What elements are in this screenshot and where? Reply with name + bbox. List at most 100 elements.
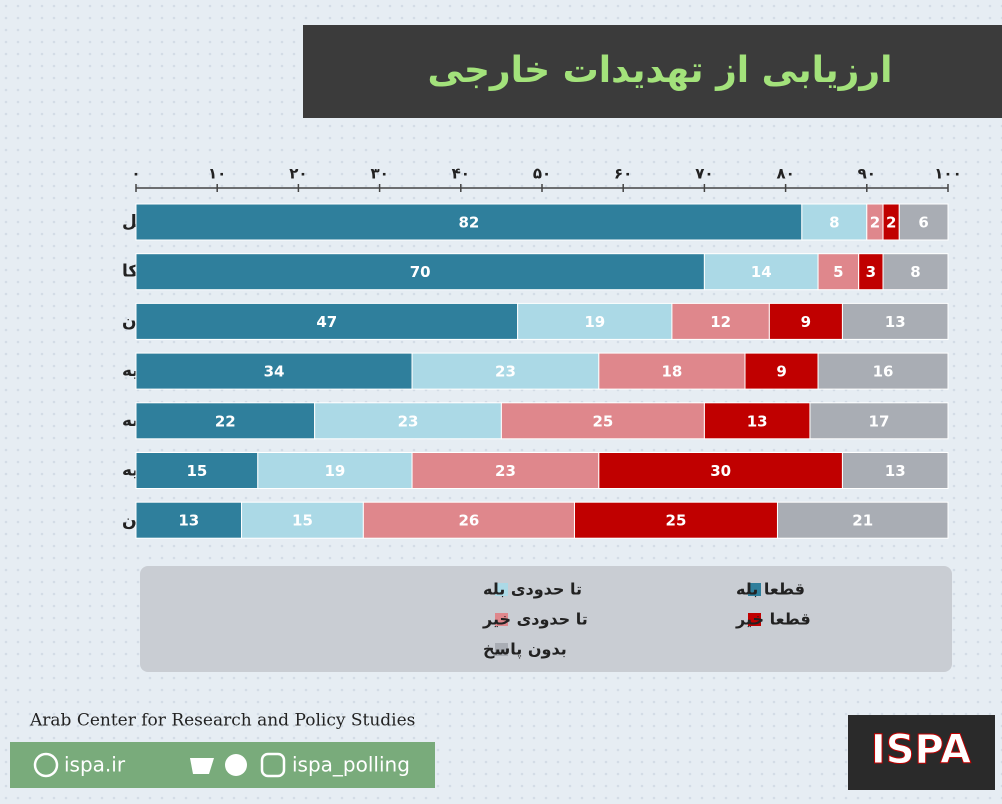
legend-swatch [495, 613, 508, 626]
value-label: 18 [661, 363, 682, 381]
chart-title: ارزیابی از تهدیدات خارجی [428, 50, 893, 91]
legend-swatch [748, 613, 761, 626]
bar-segment [841, 452, 949, 489]
bar-segment [898, 203, 949, 241]
bar-segment [135, 203, 803, 241]
x-tick-label: ۶۰ [614, 165, 632, 183]
value-label: 30 [710, 462, 731, 480]
legend-label: بدون پاسخ [483, 640, 567, 660]
globe-icon [33, 752, 59, 778]
bar-segment [768, 302, 843, 340]
value-label: 6 [918, 214, 928, 232]
value-label: 13 [885, 313, 906, 331]
bar-segment [776, 501, 949, 539]
bar-segment [703, 253, 819, 291]
bar-segment [135, 302, 519, 340]
website: ispa.ir [64, 753, 126, 777]
value-label: 15 [292, 512, 313, 530]
value-label: 14 [751, 263, 772, 281]
plot: ۰۱۰۲۰۳۰۴۰۵۰۶۰۷۰۸۰۹۰۱۰۰اسرائیل828226آمریک… [122, 165, 962, 660]
value-label: 25 [592, 412, 613, 430]
bar-segment [135, 253, 705, 291]
bar-segment [817, 352, 949, 390]
value-label: 16 [873, 363, 894, 381]
bar-segment [135, 452, 259, 489]
title-box [303, 25, 1002, 118]
bar-segment [135, 402, 316, 440]
x-tick-label: ۵۰ [533, 165, 551, 183]
value-label: 70 [410, 263, 431, 281]
value-label: 15 [186, 462, 207, 480]
bar-segment [411, 352, 600, 390]
x-tick-label: ۹۰ [858, 165, 876, 183]
legend-swatch [495, 583, 508, 596]
source: Arab Center for Research and Policy Stud… [29, 711, 415, 731]
bar-segment [703, 402, 811, 440]
value-label: 19 [584, 313, 605, 331]
value-label: 34 [264, 363, 285, 381]
value-label: 12 [710, 313, 731, 331]
x-tick-label: ۱۰۰ [934, 165, 961, 183]
footer-bar [10, 742, 435, 788]
value-label: 21 [852, 512, 873, 530]
value-label: 5 [833, 263, 843, 281]
x-tick-label: ۰ [131, 165, 140, 183]
legend-label: تا حدودی خیر [482, 610, 588, 629]
bar-segment [858, 253, 884, 291]
bar-segment [817, 253, 860, 291]
telegram-icon [225, 754, 247, 776]
bar-segment [573, 501, 778, 539]
bar-segment [671, 302, 770, 340]
x-tick-label: ۳۰ [370, 165, 388, 183]
x-tick-label: ۲۰ [289, 165, 307, 183]
twitter-icon [190, 758, 214, 774]
value-label: 2 [886, 214, 896, 232]
value-label: 26 [458, 512, 479, 530]
bar-segment [744, 352, 819, 390]
value-label: 9 [776, 363, 786, 381]
value-label: 19 [325, 462, 346, 480]
instagram-icon [260, 752, 286, 778]
bar-segment [598, 352, 746, 390]
legend-label: قطعا خیر [735, 610, 811, 629]
value-label: 22 [215, 412, 236, 430]
bar-segment [801, 203, 868, 241]
x-tick-label: ۴۰ [452, 165, 470, 183]
value-label: 25 [666, 512, 687, 530]
value-label: 13 [178, 512, 199, 530]
value-label: 23 [495, 462, 516, 480]
bar-segment [257, 452, 413, 489]
x-tick-label: ۷۰ [695, 165, 713, 183]
x-tick-label: ۸۰ [776, 165, 794, 183]
legend-label: قطعا بله [736, 580, 805, 599]
bar-segment [841, 302, 949, 340]
bar-segment [135, 501, 243, 539]
x-tick-label: ۱۰ [208, 165, 226, 183]
bar-segment [241, 501, 364, 539]
bar-segment [362, 501, 575, 539]
value-label: 82 [458, 214, 479, 232]
value-label: 8 [829, 214, 839, 232]
logo-box [848, 715, 995, 790]
legend-swatch [748, 583, 761, 596]
bar-segment [500, 402, 705, 440]
value-label: 9 [801, 313, 811, 331]
legend-label: تا حدودی بله [483, 580, 582, 599]
bar-segment [809, 402, 949, 440]
value-label: 3 [866, 263, 876, 281]
value-label: 17 [869, 412, 890, 430]
bar-segment [517, 302, 673, 340]
value-label: 8 [910, 263, 920, 281]
value-label: 23 [495, 363, 516, 381]
social: ispa_polling [292, 753, 410, 777]
value-label: 2 [870, 214, 880, 232]
value-label: 47 [316, 313, 337, 331]
value-label: 13 [747, 412, 768, 430]
logo: ISPA [871, 727, 971, 773]
legend-swatch [495, 643, 508, 656]
value-label: 13 [885, 462, 906, 480]
bar-segment [882, 253, 949, 291]
value-label: 23 [398, 412, 419, 430]
